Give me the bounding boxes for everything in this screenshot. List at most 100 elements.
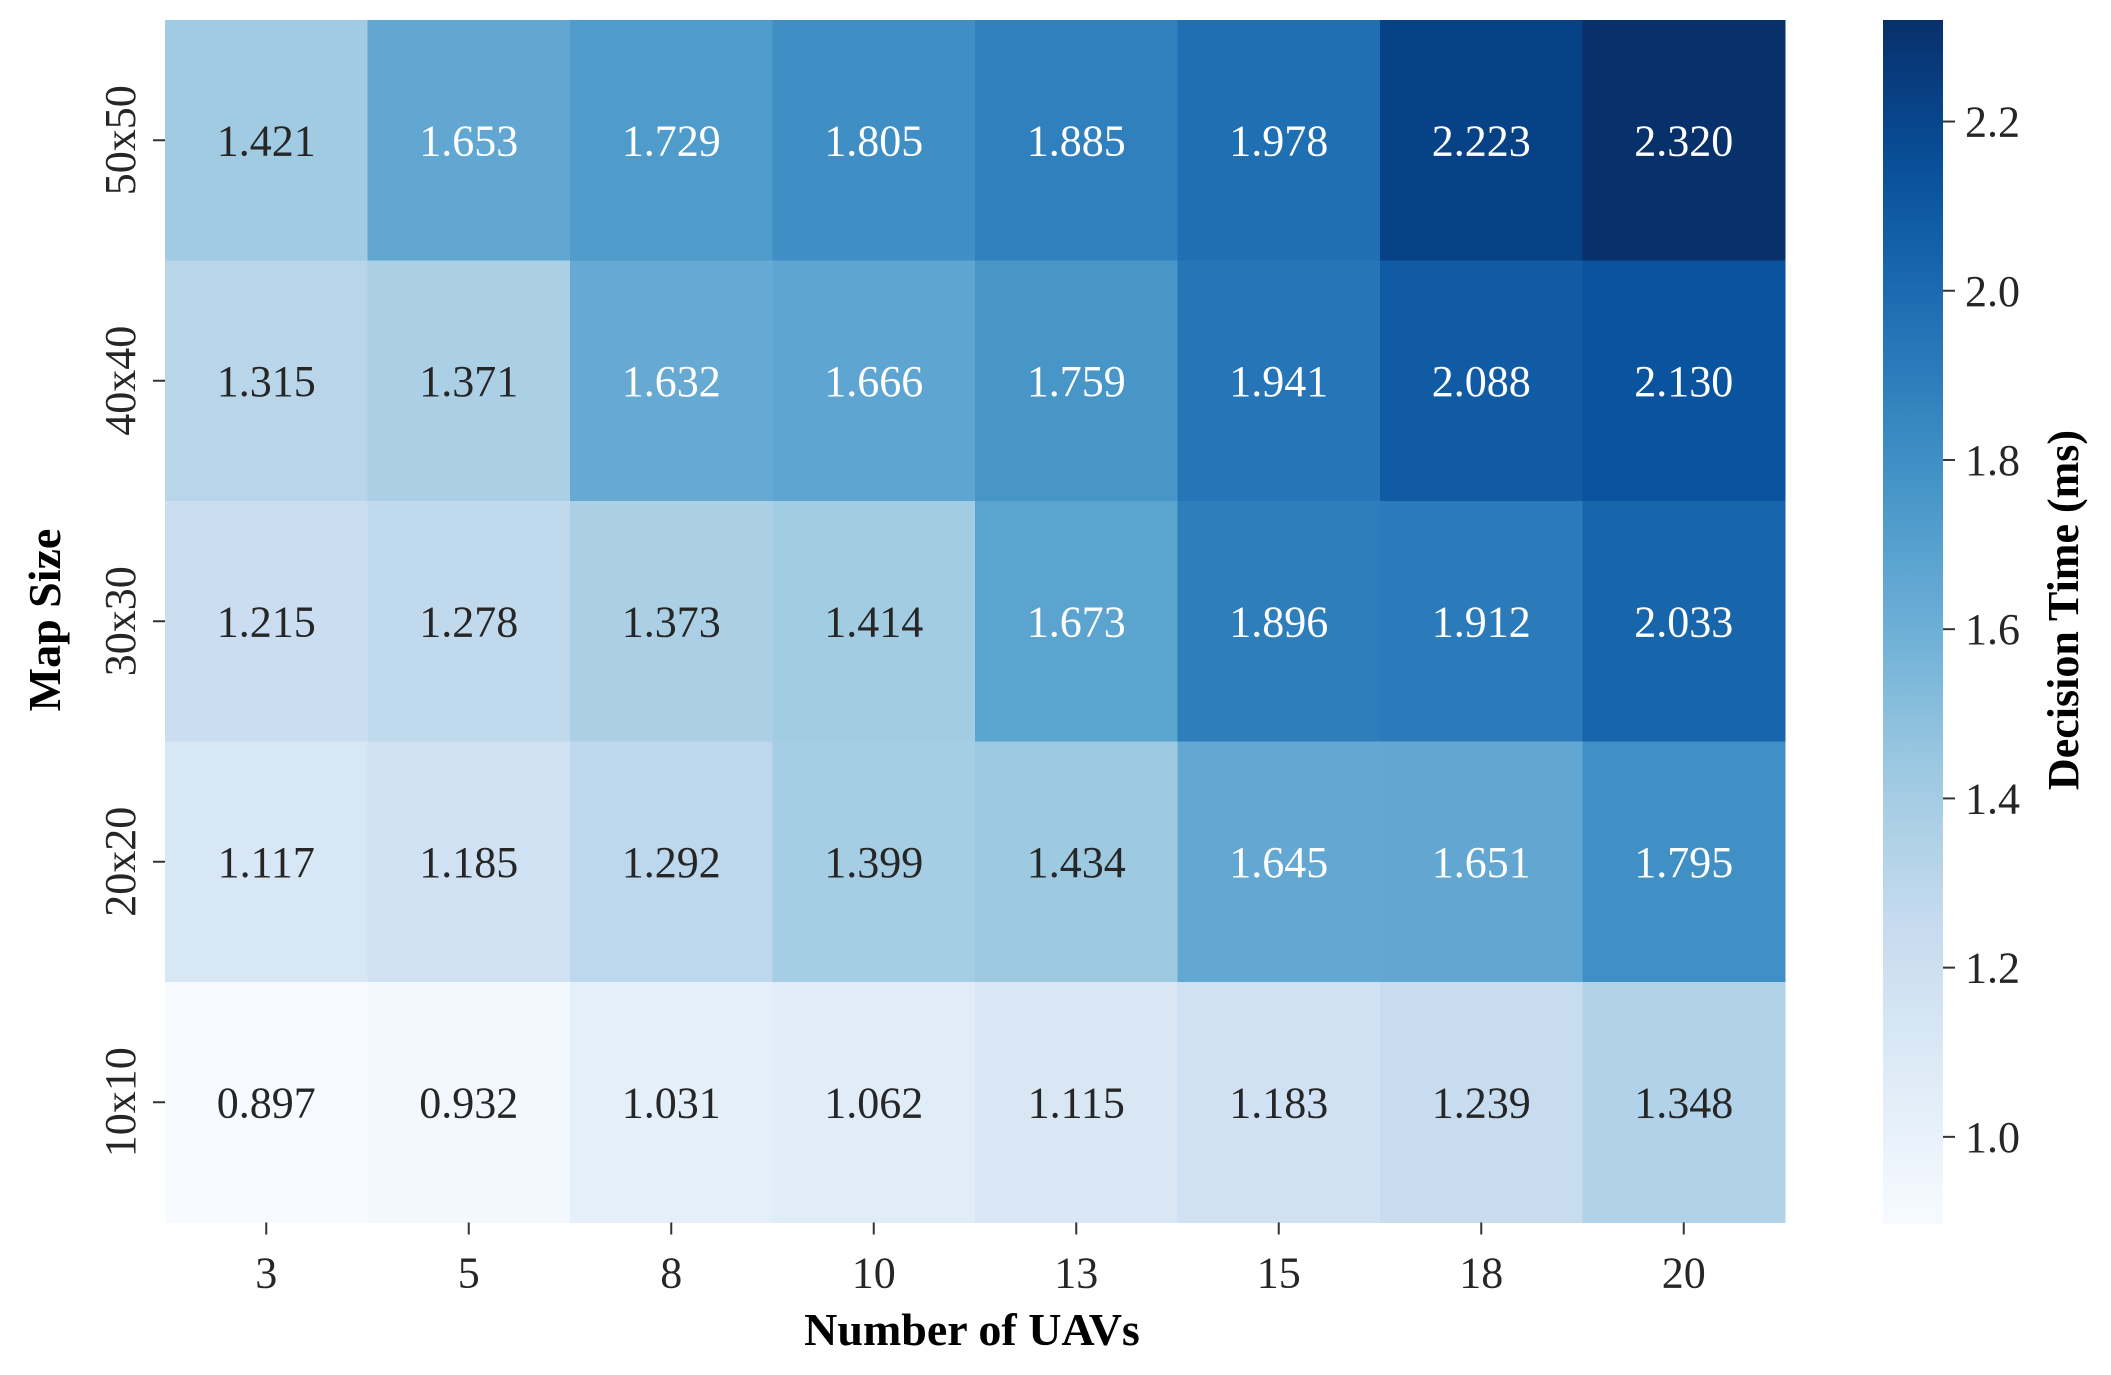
cell-value-label-r2-c6: 1.912 (1432, 597, 1531, 646)
heatmap-cell-r4-c5 (1177, 982, 1381, 1223)
heatmap-cell-r1-c0 (165, 260, 368, 502)
heatmap-cell-r0-c2 (570, 20, 773, 261)
heatmap-cell-r2-c5 (1177, 501, 1381, 742)
cell-value-label-r3-c6: 1.651 (1432, 838, 1531, 887)
cell-value-label-r4-c0: 0.897 (217, 1078, 316, 1127)
colorbar-tick-label-5: 2.0 (1965, 267, 2020, 316)
x-tick-label-2: 8 (660, 1249, 682, 1298)
cell-value-label-r1-c4: 1.759 (1027, 357, 1126, 406)
colorbar-tick-label-6: 2.2 (1965, 98, 2020, 147)
cell-value-label-r0-c1: 1.653 (419, 116, 518, 165)
x-tick-label-7: 20 (1662, 1249, 1706, 1298)
heatmap-cell-r4-c6 (1380, 982, 1583, 1223)
heatmap-cell-r1-c7 (1582, 260, 1786, 502)
heatmap-cell-r4-c1 (367, 982, 571, 1223)
y-tick-label-4: 10x10 (96, 1047, 145, 1157)
cell-value-label-r1-c0: 1.315 (217, 357, 316, 406)
colorbar-title: Decision Time (ms) (2039, 430, 2088, 790)
heatmap-cell-r1-c2 (570, 260, 773, 502)
heatmap-cell-r0-c7 (1582, 20, 1786, 261)
y-axis: 50x50 40x40 30x30 20x20 10x10 (96, 85, 165, 1157)
heatmap-cell-r1-c5 (1177, 260, 1381, 502)
heatmap-cell-r3-c7 (1582, 741, 1786, 983)
colorbar: 1.0 1.2 1.4 1.6 1.8 2.0 2.2 (1883, 20, 2020, 1224)
y-tick-label-0: 50x50 (96, 85, 145, 195)
heatmap-cells (165, 20, 1786, 1223)
heatmap-cell-r2-c6 (1380, 501, 1583, 742)
cell-value-label-r0-c4: 1.885 (1027, 116, 1126, 165)
cell-value-label-r2-c0: 1.215 (217, 597, 316, 646)
cell-value-label-r3-c4: 1.434 (1027, 838, 1126, 887)
heatmap-cell-r3-c2 (570, 741, 773, 983)
heatmap-cell-r1-c3 (772, 260, 976, 502)
heatmap-cell-r4-c7 (1582, 982, 1786, 1223)
heatmap-cell-r0-c1 (367, 20, 571, 261)
cell-value-label-r2-c1: 1.278 (419, 597, 518, 646)
heatmap-cell-r1-c6 (1380, 260, 1583, 502)
cell-value-label-r3-c1: 1.185 (419, 838, 518, 887)
heatmap-cell-r2-c1 (367, 501, 571, 742)
cell-value-label-r4-c2: 1.031 (622, 1078, 721, 1127)
heatmap-cell-r2-c4 (975, 501, 1178, 742)
cell-value-label-r0-c0: 1.421 (217, 116, 316, 165)
heatmap-cell-r3-c0 (165, 741, 368, 983)
heatmap-cell-r2-c0 (165, 501, 368, 742)
cell-value-label-r2-c3: 1.414 (824, 597, 923, 646)
heatmap-cell-r1-c1 (367, 260, 571, 502)
cell-value-label-r4-c7: 1.348 (1634, 1078, 1733, 1127)
y-tick-label-3: 20x20 (96, 807, 145, 917)
heatmap-cell-r0-c0 (165, 20, 368, 261)
cell-value-label-r2-c4: 1.673 (1027, 597, 1126, 646)
cell-value-label-r3-c5: 1.645 (1229, 838, 1328, 887)
cell-value-label-r4-c6: 1.239 (1432, 1078, 1531, 1127)
x-tick-label-4: 13 (1054, 1249, 1098, 1298)
heatmap-cell-r0-c4 (975, 20, 1178, 261)
cell-value-label-r0-c3: 1.805 (824, 116, 923, 165)
x-tick-label-6: 18 (1459, 1249, 1503, 1298)
cell-value-label-r3-c0: 1.117 (218, 838, 315, 887)
heatmap-cell-r0-c3 (772, 20, 976, 261)
cell-value-label-r3-c3: 1.399 (824, 838, 923, 887)
colorbar-gradient (1883, 20, 1943, 1224)
cell-value-label-r0-c5: 1.978 (1229, 116, 1328, 165)
cell-value-label-r4-c3: 1.062 (824, 1078, 923, 1127)
x-axis-title: Number of UAVs (804, 1304, 1140, 1355)
colorbar-tick-label-4: 1.8 (1965, 436, 2020, 485)
heatmap-cell-r3-c4 (975, 741, 1178, 983)
cell-value-label-r3-c7: 1.795 (1634, 838, 1733, 887)
cell-value-label-r4-c4: 1.115 (1028, 1078, 1125, 1127)
colorbar-tick-label-3: 1.6 (1965, 605, 2020, 654)
heatmap-cell-r3-c1 (367, 741, 571, 983)
heatmap-cell-r2-c7 (1582, 501, 1786, 742)
cell-value-label-r2-c5: 1.896 (1229, 597, 1328, 646)
heatmap-cell-r2-c2 (570, 501, 773, 742)
cell-value-label-r2-c2: 1.373 (622, 597, 721, 646)
x-axis: 3 5 8 10 13 15 18 20 (255, 1222, 1706, 1298)
cell-value-label-r2-c7: 2.033 (1634, 597, 1733, 646)
heatmap-cell-r3-c3 (772, 741, 976, 983)
heatmap-cell-r3-c5 (1177, 741, 1381, 983)
cell-value-label-r0-c6: 2.223 (1432, 116, 1531, 165)
cell-value-label-r1-c1: 1.371 (419, 357, 518, 406)
heatmap-cell-r4-c0 (165, 982, 368, 1223)
x-tick-label-3: 10 (852, 1249, 896, 1298)
cell-value-label-r4-c5: 1.183 (1229, 1078, 1328, 1127)
cell-value-label-r0-c7: 2.320 (1634, 116, 1733, 165)
cell-value-label-r1-c6: 2.088 (1432, 357, 1531, 406)
heatmap-cell-r0-c6 (1380, 20, 1583, 261)
heatmap-cell-r2-c3 (772, 501, 976, 742)
heatmap-cell-r3-c6 (1380, 741, 1583, 983)
y-tick-label-1: 40x40 (96, 326, 145, 436)
heatmap-cell-r4-c4 (975, 982, 1178, 1223)
cell-value-label-r1-c5: 1.941 (1229, 357, 1328, 406)
heatmap-value-labels: 1.421 1.653 1.729 1.805 1.885 1.978 2.223 2.320… (217, 116, 1734, 1127)
heatmap-cell-r0-c5 (1177, 20, 1381, 261)
cell-value-label-r1-c7: 2.130 (1634, 357, 1733, 406)
colorbar-tick-label-2: 1.4 (1965, 774, 2020, 823)
heatmap-cell-r4-c3 (772, 982, 976, 1223)
colorbar-tick-label-1: 1.2 (1965, 944, 2020, 993)
cell-value-label-r3-c2: 1.292 (622, 838, 721, 887)
x-tick-label-0: 3 (255, 1249, 277, 1298)
cell-value-label-r0-c2: 1.729 (622, 116, 721, 165)
